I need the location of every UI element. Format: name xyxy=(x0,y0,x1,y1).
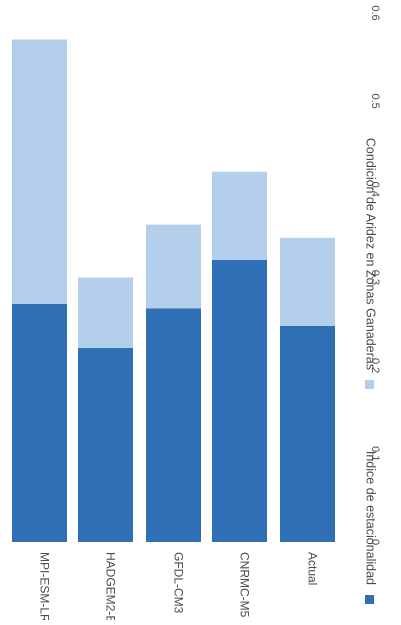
category-label: GFDL-CM3 xyxy=(171,552,185,614)
tick-label: 0 xyxy=(369,539,381,545)
category-label: HADGEM2-ES xyxy=(103,552,117,620)
bar-hadgem2-es-series-1 xyxy=(78,348,133,542)
tick-label: 0.6 xyxy=(369,5,381,20)
bar-gfdl-cm3-series-2 xyxy=(146,224,201,309)
tick-label: 0.5 xyxy=(369,94,381,109)
category-label: Actual xyxy=(305,552,319,585)
bar-actual-series-2 xyxy=(280,237,335,326)
tick-label: 0.4 xyxy=(369,182,381,197)
bar-mpi-esm-lr-series-1 xyxy=(12,303,67,542)
legend-swatch-2 xyxy=(365,380,374,389)
bar-cnrmc-m5-series-2 xyxy=(212,171,267,260)
category-label: CNRMC-M5 xyxy=(237,552,251,618)
bar-mpi-esm-lr-series-2 xyxy=(12,39,67,304)
bar-gfdl-cm3-series-1 xyxy=(146,308,201,542)
legend-swatch-1 xyxy=(365,595,374,604)
tick-label: 0.3 xyxy=(369,270,381,285)
legend-label-1: Indice de estacionalidad xyxy=(364,451,378,585)
bar-hadgem2-es-series-2 xyxy=(78,277,133,349)
tick-label: 0.2 xyxy=(369,358,381,373)
category-label: MPI-ESM-LR xyxy=(37,552,51,620)
legend-label-2: Condicion de Aridez en Zonas Ganaderas xyxy=(364,138,378,370)
bar-actual-series-1 xyxy=(280,325,335,542)
tick-label: 0.1 xyxy=(369,446,381,461)
bar-cnrmc-m5-series-1 xyxy=(212,259,267,542)
